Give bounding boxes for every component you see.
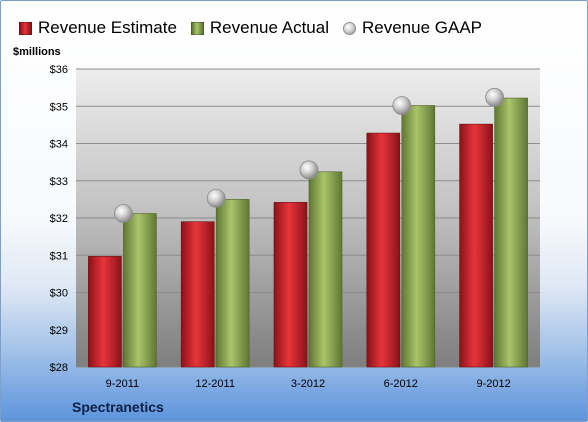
legend-swatch-estimate bbox=[19, 21, 32, 35]
bar-revenue-estimate bbox=[273, 202, 308, 368]
legend-item-estimate: Revenue Estimate bbox=[19, 18, 177, 38]
x-tick-label: 6-2012 bbox=[384, 378, 418, 390]
x-tick-label: 9-2012 bbox=[476, 378, 510, 390]
y-tick-label: $34 bbox=[50, 139, 68, 151]
y-axis-ticks: $28 $29 $30 $31 $32 $33 $34 $35 $36 bbox=[50, 64, 68, 374]
gaap-points bbox=[114, 87, 505, 223]
bar-revenue-actual bbox=[123, 213, 157, 368]
y-tick-label: $32 bbox=[50, 213, 68, 225]
bar-revenue-estimate bbox=[180, 221, 215, 368]
y-axis-unit-label: $millions bbox=[13, 46, 61, 58]
x-tick-label: 9-2011 bbox=[106, 378, 139, 390]
y-tick-label: $35 bbox=[50, 101, 68, 113]
bar-revenue-actual bbox=[308, 171, 343, 368]
bars bbox=[88, 97, 528, 368]
x-tick-label: 12-2011 bbox=[195, 378, 235, 390]
legend-label-actual: Revenue Actual bbox=[209, 18, 329, 37]
y-tick-label: $28 bbox=[50, 362, 68, 374]
legend-swatch-actual bbox=[190, 21, 204, 35]
bar-revenue-estimate bbox=[459, 123, 493, 368]
point-revenue-gaap bbox=[299, 160, 319, 180]
legend-label-gaap: Revenue GAAP bbox=[362, 18, 483, 37]
point-revenue-gaap bbox=[485, 87, 505, 107]
legend-item-actual: Revenue Actual bbox=[190, 18, 329, 38]
point-revenue-gaap bbox=[206, 188, 226, 208]
y-tick-label: $30 bbox=[50, 288, 68, 300]
bar-revenue-estimate bbox=[366, 132, 401, 368]
y-tick-label: $33 bbox=[50, 176, 68, 188]
y-tick-label: $36 bbox=[50, 64, 68, 76]
y-tick-label: $29 bbox=[50, 325, 68, 337]
point-revenue-gaap bbox=[114, 204, 133, 223]
x-axis-ticks: 9-2011 12-2011 3-2012 6-2012 9-2012 bbox=[106, 378, 511, 390]
y-tick-label: $31 bbox=[50, 250, 68, 262]
x-tick-label: 3-2012 bbox=[291, 378, 325, 390]
legend: Revenue Estimate Revenue Actual Revenue … bbox=[19, 15, 496, 41]
legend-item-gaap: Revenue GAAP bbox=[343, 18, 482, 38]
legend-label-estimate: Revenue Estimate bbox=[38, 18, 177, 37]
bar-revenue-actual bbox=[401, 105, 436, 368]
company-name: Spectranetics bbox=[72, 399, 164, 415]
bar-revenue-actual bbox=[215, 199, 250, 368]
legend-swatch-gaap bbox=[343, 21, 356, 35]
bar-revenue-actual bbox=[494, 97, 528, 368]
point-revenue-gaap bbox=[392, 96, 412, 115]
bar-revenue-estimate bbox=[88, 256, 122, 368]
